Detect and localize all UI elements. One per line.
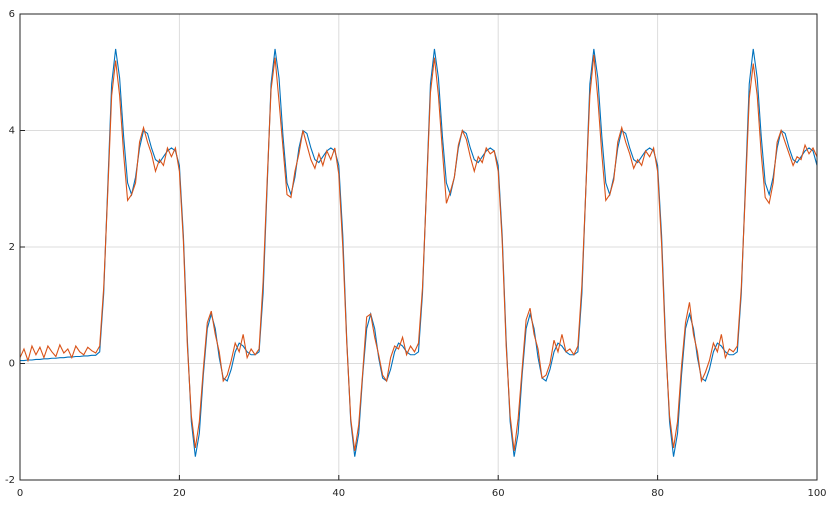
series-line [20, 48, 818, 457]
x-tick-label: 40 [332, 488, 345, 499]
y-tick-label: 2 [9, 242, 15, 253]
x-tick-label: 0 [17, 488, 23, 499]
x-tick-label: 20 [173, 488, 186, 499]
x-tick-label: 80 [651, 488, 664, 499]
series-line [19, 54, 818, 451]
y-tick-label: 0 [9, 359, 15, 370]
y-tick-label: 6 [9, 9, 15, 20]
y-tick-label: 4 [9, 126, 15, 137]
x-tick-label: 100 [807, 488, 826, 499]
plot-frame [19, 13, 818, 481]
x-tick-label: 60 [492, 488, 505, 499]
y-tick-label: -2 [5, 475, 15, 486]
